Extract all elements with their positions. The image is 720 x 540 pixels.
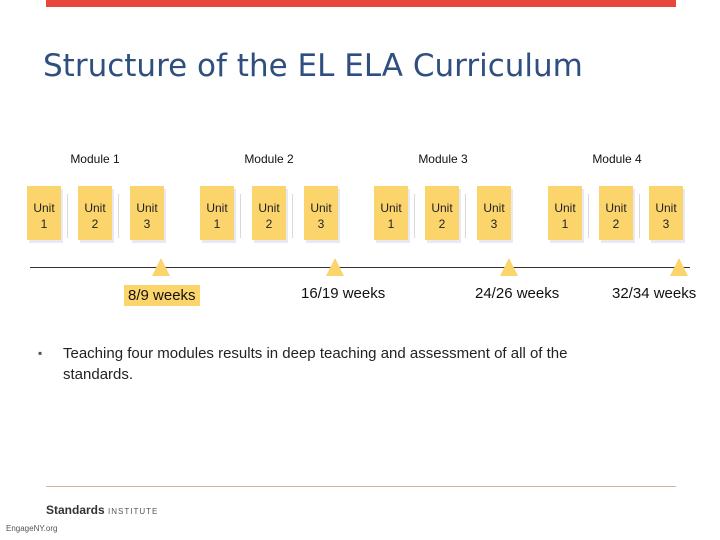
unit-number: 2 bbox=[438, 217, 446, 231]
unit-word: Unit bbox=[554, 201, 576, 215]
unit-number: 3 bbox=[317, 217, 325, 231]
unit-number: 1 bbox=[40, 217, 48, 231]
unit-number: 3 bbox=[490, 217, 498, 231]
module-3-unit-2: Unit 2 bbox=[425, 186, 466, 240]
unit-number: 2 bbox=[265, 217, 273, 231]
unit-word: Unit bbox=[258, 201, 280, 215]
unit-number: 1 bbox=[213, 217, 221, 231]
unit-word: Unit bbox=[206, 201, 228, 215]
top-accent-bar bbox=[46, 0, 676, 7]
module-3-weeks: 24/26 weeks bbox=[475, 285, 560, 302]
module-2-end-marker bbox=[326, 258, 344, 276]
unit-word: Unit bbox=[605, 201, 627, 215]
module-1-label: Module 1 bbox=[70, 152, 120, 166]
module-2-unit-3: Unit 3 bbox=[304, 186, 338, 240]
module-4-unit-1: Unit 1 bbox=[548, 186, 589, 240]
footer-divider bbox=[46, 486, 676, 487]
unit-number: 1 bbox=[387, 217, 395, 231]
unit-divider bbox=[118, 194, 119, 238]
module-1-end-marker bbox=[152, 258, 170, 276]
bullet-marker: ▪ bbox=[38, 346, 43, 360]
unit-divider bbox=[414, 194, 415, 238]
module-1-weeks: 8/9 weeks bbox=[124, 285, 200, 306]
module-1-unit-2: Unit 2 bbox=[78, 186, 119, 240]
unit-divider bbox=[588, 194, 589, 238]
unit-word: Unit bbox=[136, 201, 158, 215]
unit-word: Unit bbox=[431, 201, 453, 215]
unit-word: Unit bbox=[380, 201, 402, 215]
unit-divider bbox=[292, 194, 293, 238]
module-3-unit-3: Unit 3 bbox=[477, 186, 511, 240]
unit-number: 3 bbox=[143, 217, 151, 231]
module-4-label: Module 4 bbox=[592, 152, 642, 166]
module-4-weeks: 32/34 weeks bbox=[612, 285, 697, 302]
unit-word: Unit bbox=[84, 201, 106, 215]
module-2-unit-1: Unit 1 bbox=[200, 186, 241, 240]
unit-word: Unit bbox=[655, 201, 677, 215]
unit-divider bbox=[67, 194, 68, 238]
unit-word: Unit bbox=[310, 201, 332, 215]
unit-number: 3 bbox=[662, 217, 670, 231]
module-1-unit-1: Unit 1 bbox=[27, 186, 68, 240]
bullet-point: ▪ Teaching four modules results in deep … bbox=[38, 343, 638, 385]
module-4-unit-2: Unit 2 bbox=[599, 186, 640, 240]
footer-site: EngageNY.org bbox=[6, 524, 58, 533]
unit-number: 2 bbox=[612, 217, 620, 231]
unit-divider bbox=[240, 194, 241, 238]
module-1-unit-3: Unit 3 bbox=[130, 186, 164, 240]
unit-divider bbox=[639, 194, 640, 238]
timeline-line bbox=[30, 267, 690, 268]
module-3-label: Module 3 bbox=[418, 152, 468, 166]
module-3-unit-1: Unit 1 bbox=[374, 186, 415, 240]
unit-word: Unit bbox=[483, 201, 505, 215]
module-4-unit-3: Unit 3 bbox=[649, 186, 683, 240]
module-2-label: Module 2 bbox=[244, 152, 294, 166]
footer-brand-suffix: INSTITUTE bbox=[108, 507, 159, 516]
footer-brand-name: Standards bbox=[46, 503, 105, 517]
slide-title: Structure of the EL ELA Curriculum bbox=[43, 48, 583, 84]
module-4-end-marker bbox=[670, 258, 688, 276]
unit-number: 1 bbox=[561, 217, 569, 231]
unit-divider bbox=[465, 194, 466, 238]
unit-word: Unit bbox=[33, 201, 55, 215]
module-2-unit-2: Unit 2 bbox=[252, 186, 293, 240]
module-3-end-marker bbox=[500, 258, 518, 276]
module-2-weeks: 16/19 weeks bbox=[301, 285, 386, 302]
footer-logo: Standards INSTITUTE bbox=[46, 503, 158, 517]
bullet-text: Teaching four modules results in deep te… bbox=[63, 345, 568, 383]
unit-number: 2 bbox=[91, 217, 99, 231]
